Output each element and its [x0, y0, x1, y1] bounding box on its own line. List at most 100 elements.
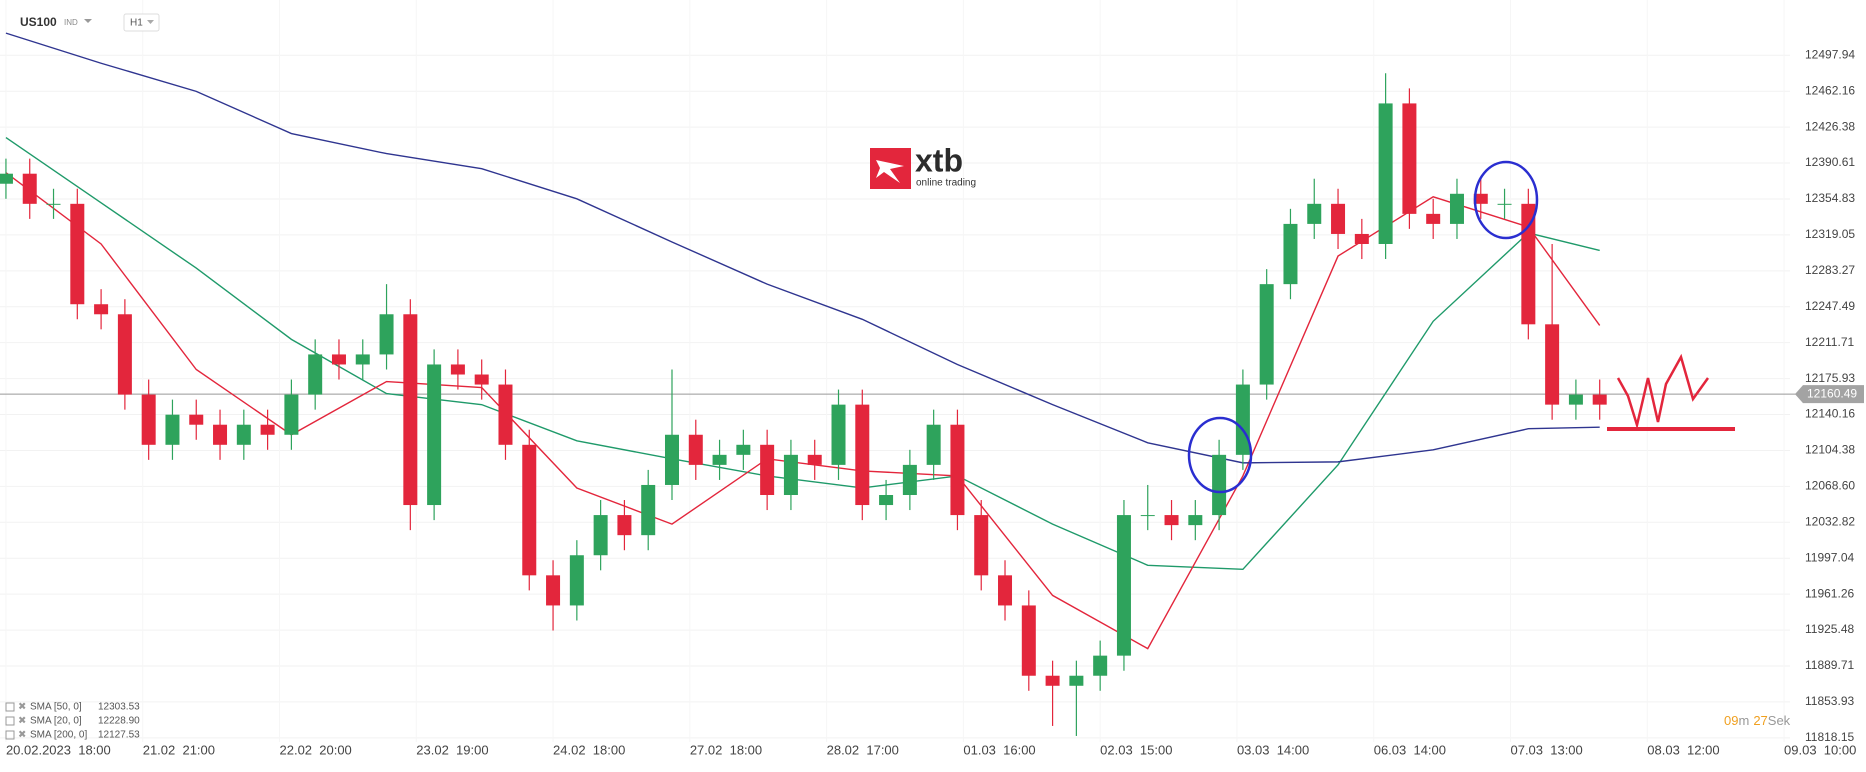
candle-body — [1449, 193, 1464, 224]
candle-body — [641, 484, 656, 536]
candle-body — [1164, 515, 1179, 526]
candle-body — [1069, 675, 1084, 686]
candle-body — [189, 414, 204, 425]
candle-body — [94, 304, 109, 315]
symbol[interactable]: US100 — [20, 15, 57, 29]
candle-body — [1212, 454, 1227, 516]
x-tick-label: 20.02.2023 18:00 — [6, 742, 111, 757]
x-tick-label: 06.03 14:00 — [1374, 742, 1446, 757]
market: IND — [64, 18, 78, 27]
candle-body — [926, 424, 941, 465]
candle-body — [664, 434, 679, 485]
candle-body — [1283, 223, 1298, 285]
candle-body — [736, 444, 751, 455]
y-tick-label: 11997.04 — [1805, 550, 1854, 564]
candle-body — [117, 314, 132, 395]
y-tick-label: 11961.26 — [1805, 586, 1854, 600]
zigzag-drawing — [1616, 353, 1710, 430]
y-tick-label: 12283.27 — [1805, 263, 1855, 277]
candle-body — [593, 515, 608, 556]
candle-body — [1140, 515, 1155, 517]
candle-body — [308, 354, 323, 395]
candle-body — [379, 314, 394, 355]
candle-body — [807, 454, 822, 465]
x-tick-label: 09.03 10:00 — [1784, 742, 1856, 757]
candle-body — [236, 424, 251, 445]
candle-body — [284, 394, 299, 435]
interval[interactable]: H1 — [130, 18, 143, 29]
candle-body — [1259, 284, 1274, 385]
logo-tagline: online trading — [916, 178, 976, 189]
legend-value: 12127.53 — [98, 730, 140, 741]
x-tick-label: 27.02 18:00 — [690, 742, 762, 757]
x-tick-label: 01.03 16:00 — [963, 742, 1035, 757]
candle-body — [141, 394, 156, 445]
legend-icon — [5, 730, 15, 740]
timer-seconds-unit: Sek — [1768, 713, 1791, 728]
logo-name: xtb — [915, 142, 963, 178]
candle-body — [546, 575, 561, 606]
timer-minutes: 09 — [1724, 713, 1738, 728]
axes: 11818.15 11853.93 11889.71 11925.48 11961.26… — [6, 47, 1864, 757]
y-tick-label: 11889.71 — [1805, 658, 1854, 672]
dropdown-arrow[interactable] — [84, 19, 92, 23]
y-tick-label: 12497.94 — [1805, 47, 1855, 61]
candle-body — [331, 354, 346, 365]
y-tick-label: 12140.16 — [1805, 407, 1855, 421]
logo-icon — [876, 160, 904, 183]
circle-drawing — [1187, 416, 1253, 494]
x-tick-label: 24.02 18:00 — [553, 742, 625, 757]
legend-name: SMA [200, 0] — [30, 730, 87, 741]
sma-line — [5, 136, 1600, 571]
legend-value: 12228.90 — [98, 716, 140, 727]
timer-seconds: 27 — [1753, 713, 1767, 728]
candle-body — [1378, 103, 1393, 244]
candle-body — [1021, 605, 1036, 676]
legend-value: 12303.53 — [98, 702, 140, 713]
y-tick-label: 11925.48 — [1805, 622, 1854, 636]
candle-body — [498, 384, 513, 445]
candle-body — [1426, 213, 1441, 224]
candle-body — [1045, 675, 1060, 686]
sma-line — [5, 32, 1600, 464]
current-price-label: 12160.49 — [1807, 386, 1857, 400]
candle-body — [688, 434, 703, 465]
candle-body — [855, 404, 870, 506]
current-price-badge — [1795, 385, 1864, 404]
candle-body — [1354, 233, 1369, 244]
candle-body — [998, 575, 1013, 606]
candle-body — [783, 454, 798, 496]
x-tick-label: 07.03 13:00 — [1510, 742, 1582, 757]
interval-box[interactable] — [123, 13, 160, 32]
legend-name: SMA [50, 0] — [30, 702, 82, 713]
y-tick-label: 12032.82 — [1805, 514, 1855, 528]
y-tick-label: 12319.05 — [1805, 227, 1855, 241]
candle-body — [1592, 394, 1607, 405]
candle-body — [902, 464, 917, 496]
legend-name: SMA [20, 0] — [30, 716, 82, 727]
candle-body — [831, 404, 846, 465]
candle-body — [712, 454, 727, 465]
legend-close: ✖ — [18, 702, 26, 713]
y-tick-label: 12462.16 — [1805, 83, 1855, 97]
candle-body — [1473, 193, 1488, 204]
candle-body — [1521, 203, 1536, 325]
legend-close: ✖ — [18, 716, 26, 727]
y-tick-label: 12068.60 — [1805, 479, 1855, 493]
candle-body — [1307, 203, 1322, 224]
y-tick-label: 12354.83 — [1805, 191, 1855, 205]
candles — [0, 73, 1607, 736]
timer-minutes-unit: m — [1738, 713, 1749, 728]
x-tick-label: 03.03 14:00 — [1237, 742, 1309, 757]
candle-body — [474, 374, 489, 385]
candle-body — [879, 495, 894, 506]
y-tick-label: 11818.15 — [1805, 730, 1854, 744]
candle-body — [569, 555, 584, 606]
candle-body — [70, 203, 85, 305]
dropdown-arrow[interactable] — [147, 20, 154, 24]
legend: ✖ SMA [50, 0] 12303.53 ✖ SMA [20, 0] 12228.90… — [5, 702, 140, 741]
candle-body — [1497, 203, 1512, 205]
x-tick-label: 22.02 20:00 — [280, 742, 352, 757]
candle-body — [22, 173, 37, 204]
